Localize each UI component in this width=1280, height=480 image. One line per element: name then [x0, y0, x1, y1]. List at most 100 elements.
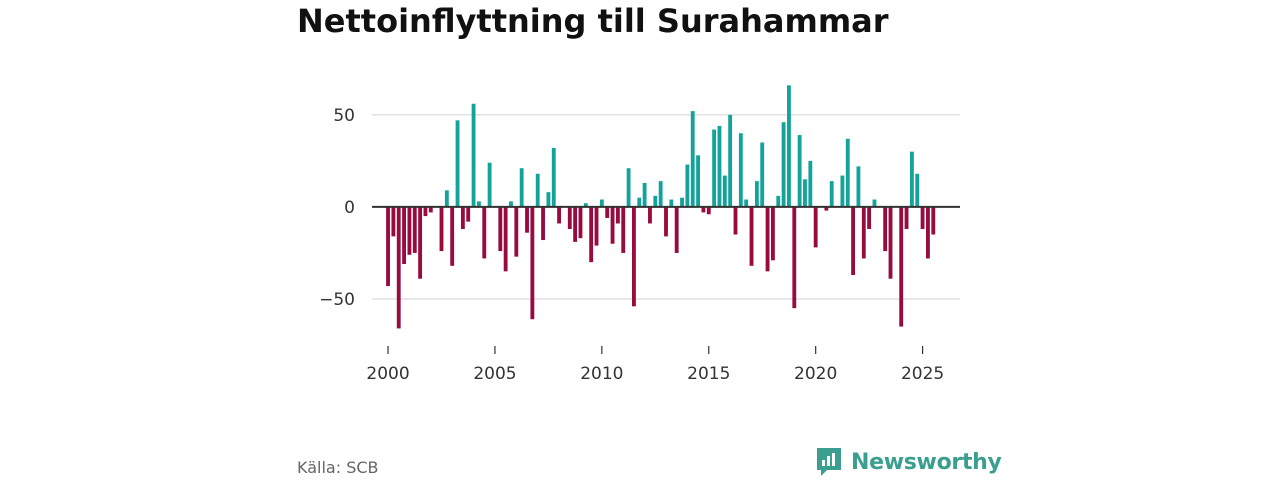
x-tick-label: 2010	[580, 364, 623, 384]
brand-logo[interactable]: Newsworthy	[815, 446, 1002, 478]
bar	[883, 206, 888, 252]
bar	[525, 206, 529, 233]
x-tick-label: 2020	[794, 364, 837, 384]
bar	[808, 160, 813, 207]
bar	[535, 173, 540, 207]
bar	[701, 206, 706, 213]
y-axis-ticks: −50 0 50	[319, 106, 355, 310]
bar	[776, 195, 781, 207]
bar	[589, 206, 594, 263]
bar	[578, 206, 583, 239]
bar	[792, 206, 797, 309]
bar	[664, 206, 668, 237]
bar	[803, 179, 807, 207]
bar	[583, 203, 588, 207]
bar	[626, 168, 631, 207]
bar	[706, 206, 711, 215]
bar	[610, 206, 615, 244]
bar	[621, 206, 626, 253]
bar	[402, 206, 406, 264]
bar	[391, 206, 396, 237]
bar	[861, 206, 866, 259]
bar	[615, 206, 620, 224]
bar	[744, 199, 749, 207]
y-tick-label: −50	[319, 290, 355, 310]
bar	[487, 162, 492, 207]
bar	[909, 151, 914, 207]
bar	[637, 197, 642, 207]
bar	[546, 192, 551, 207]
bar	[824, 206, 829, 211]
chart-title: Nettoinflyttning till Surahammar	[297, 2, 889, 40]
bar	[770, 206, 775, 261]
bar	[685, 164, 690, 207]
bar	[642, 182, 647, 207]
bar	[920, 206, 925, 229]
bar	[514, 206, 519, 257]
bar	[669, 199, 674, 207]
bar	[926, 206, 930, 259]
x-axis-ticks: 2000 2005 2010 2015 2020 2025	[366, 346, 944, 384]
bar	[717, 125, 722, 207]
bar	[765, 206, 770, 272]
bar	[541, 206, 545, 241]
bar	[386, 206, 390, 287]
bar	[396, 206, 401, 329]
bar	[754, 181, 759, 207]
bar	[674, 206, 679, 253]
bar	[738, 133, 743, 207]
x-tick-label: 2000	[366, 364, 409, 384]
bar	[509, 201, 513, 207]
y-tick-label: 50	[333, 106, 355, 126]
brand-name: Newsworthy	[851, 449, 1002, 475]
y-tick-label: 0	[344, 198, 355, 218]
bar	[476, 201, 481, 207]
bar	[781, 122, 786, 207]
bar	[498, 206, 503, 252]
x-tick-label: 2005	[473, 364, 516, 384]
bar	[813, 206, 818, 248]
bar	[460, 206, 465, 229]
bars	[386, 85, 936, 329]
source-note: Källa: SCB	[297, 458, 379, 477]
bar	[482, 206, 487, 259]
bar	[728, 114, 733, 207]
bar	[733, 206, 738, 235]
gridlines	[372, 114, 960, 300]
bar	[503, 206, 508, 272]
bar	[899, 206, 904, 327]
bar	[845, 138, 850, 207]
newsworthy-logo-icon	[817, 448, 841, 476]
bar	[444, 190, 449, 207]
bar	[680, 197, 684, 207]
bar	[466, 206, 471, 222]
bar	[840, 175, 845, 207]
bar	[605, 206, 610, 218]
x-tick-label: 2015	[687, 364, 730, 384]
bar	[915, 173, 920, 207]
bar	[653, 195, 658, 207]
bar	[412, 206, 417, 253]
bar	[829, 181, 834, 207]
bar	[712, 129, 717, 207]
bar	[519, 168, 524, 207]
bar	[567, 206, 572, 229]
bar	[696, 155, 700, 207]
bar	[851, 206, 856, 276]
bar	[551, 147, 556, 207]
bar	[658, 181, 663, 207]
bar	[557, 206, 562, 224]
bar	[471, 103, 476, 207]
bar	[648, 206, 652, 224]
bar	[931, 206, 936, 235]
bar	[594, 206, 599, 246]
bar	[722, 175, 727, 207]
bar	[407, 206, 412, 255]
bar	[749, 206, 754, 266]
bar	[455, 120, 460, 207]
bar	[599, 199, 604, 207]
bar	[867, 206, 872, 229]
bar	[904, 206, 909, 229]
bar	[872, 199, 877, 207]
